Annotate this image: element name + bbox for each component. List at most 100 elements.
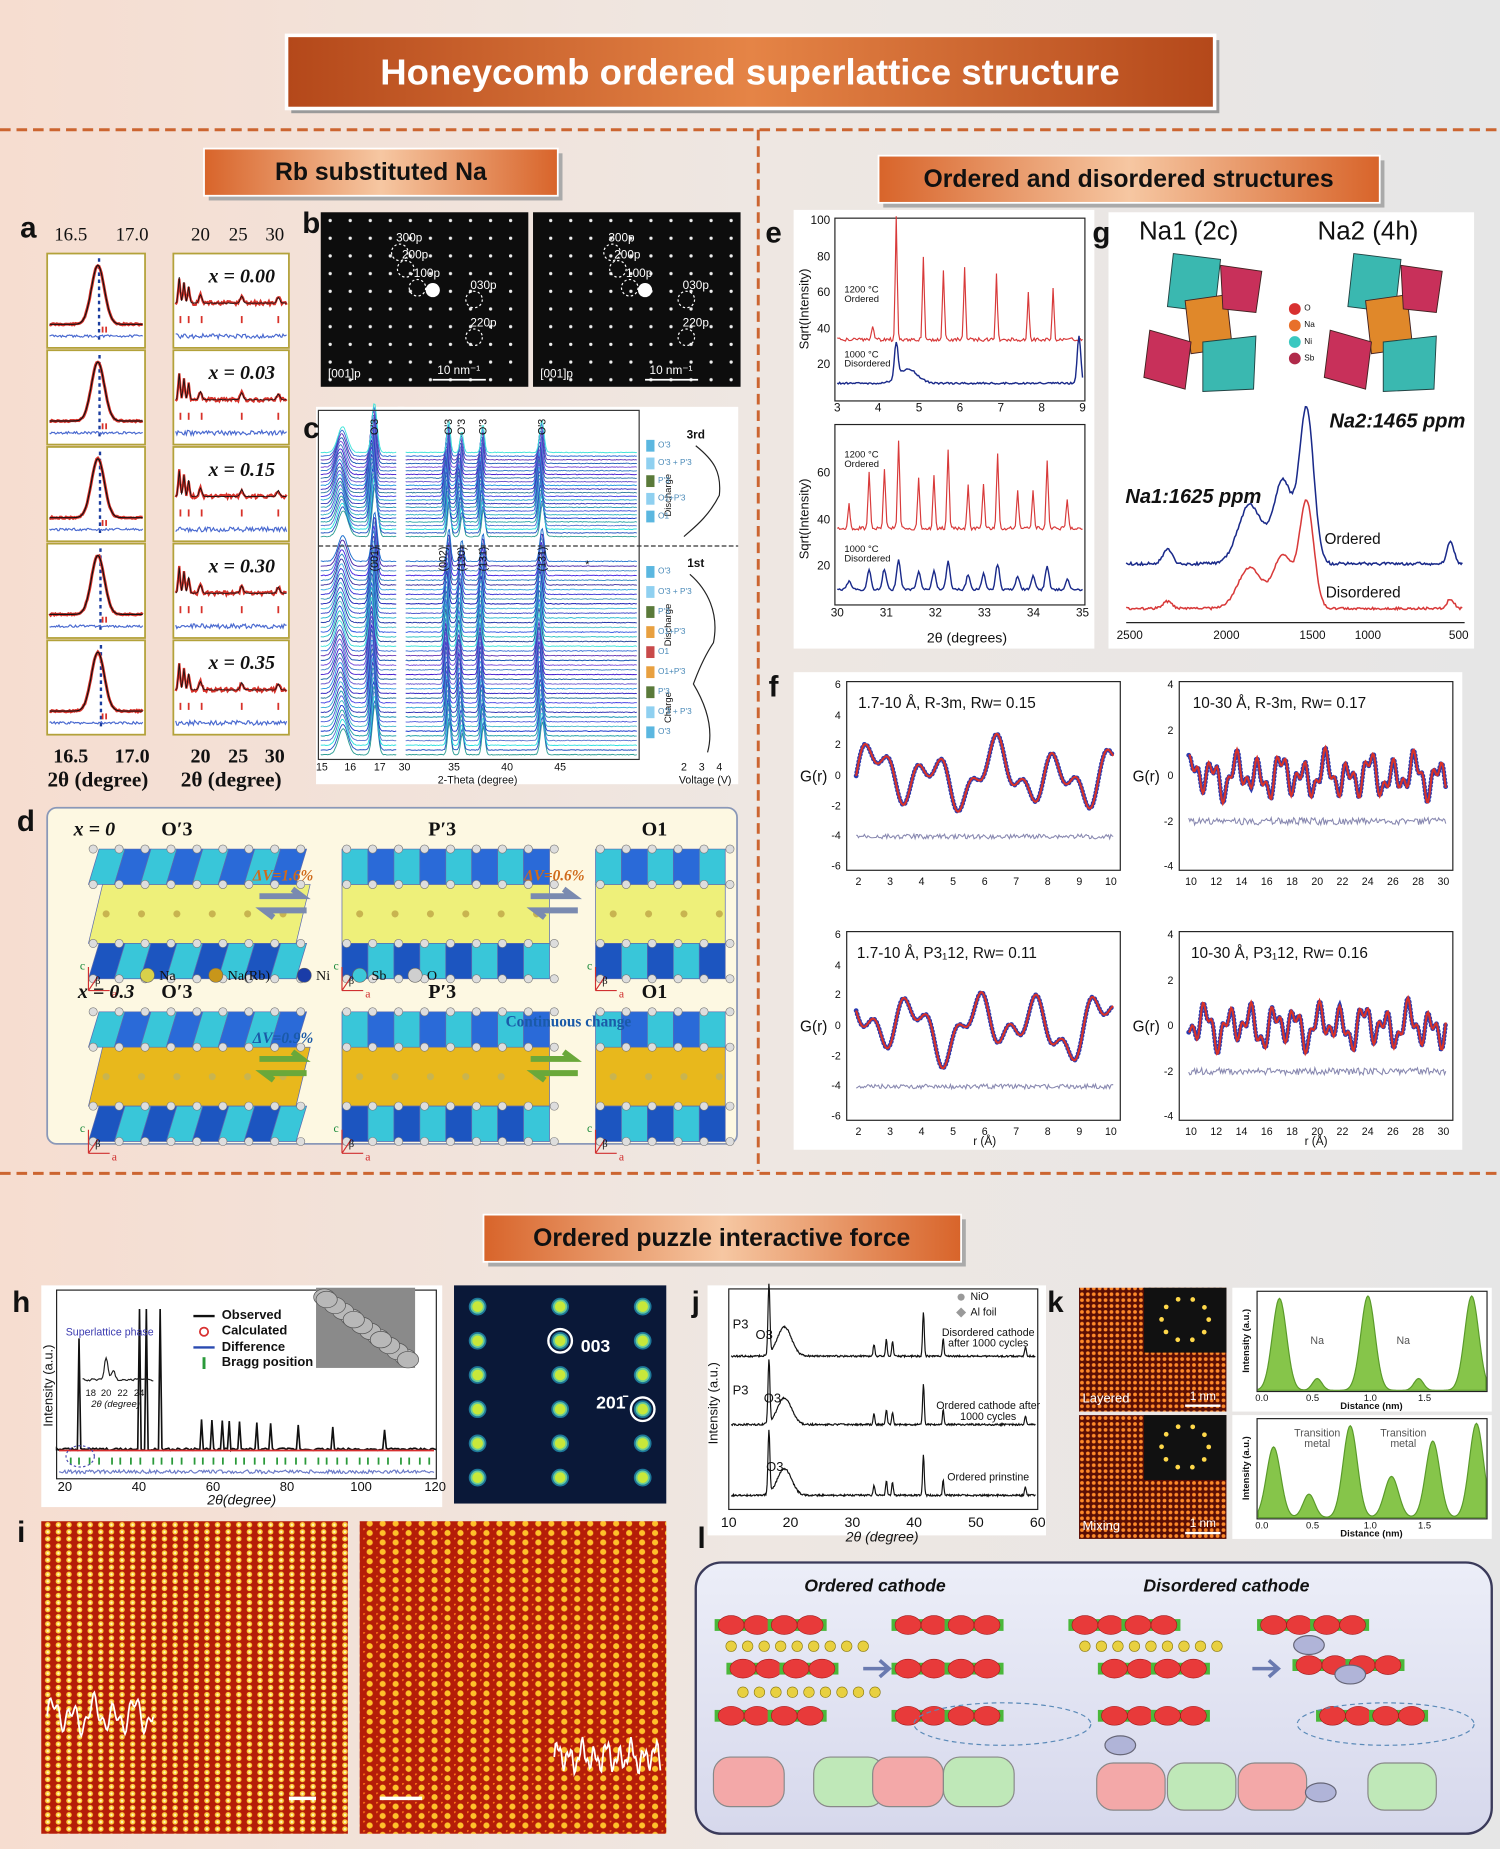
octahedron	[672, 848, 700, 885]
oxygen	[296, 1007, 306, 1017]
tick-label: 50	[968, 1514, 984, 1531]
tick-label: 2	[855, 875, 862, 888]
axis-letter: a	[365, 1150, 371, 1164]
tick-label: 10	[1185, 875, 1197, 888]
axis-frame	[1256, 1290, 1488, 1393]
axis-frame	[56, 1289, 437, 1480]
puzzle-piece	[770, 1615, 798, 1635]
oxygen	[647, 1137, 657, 1146]
tick-label: 1.5	[1417, 1392, 1432, 1404]
fft-spot	[1201, 1329, 1207, 1335]
ordered-pattern	[837, 216, 1083, 343]
oxygen	[166, 880, 176, 889]
phase-bar	[646, 706, 655, 719]
axes-glyph	[87, 1129, 110, 1154]
sample-label: Ordered cathode after 1000 cycles	[936, 1399, 1041, 1423]
disordered-pattern	[836, 335, 1084, 386]
tick-label: 16	[1260, 1125, 1273, 1138]
octahedron	[698, 1011, 726, 1048]
inset-trace	[82, 1355, 154, 1382]
tick-label: 100	[350, 1480, 372, 1495]
octahedron	[419, 1011, 447, 1048]
tick-label: 0.5	[1305, 1392, 1320, 1404]
legend-swatch	[1288, 352, 1301, 365]
haadf-image	[41, 1521, 348, 1834]
difference	[49, 624, 144, 629]
oxygen	[673, 880, 683, 889]
nmr-disordered	[1125, 499, 1463, 612]
xrd-pattern	[320, 535, 637, 586]
oxygen	[296, 1042, 306, 1052]
octahedron	[341, 1011, 369, 1048]
sample-label: 1200 °C Ordered	[844, 284, 879, 305]
na-layer	[87, 1046, 311, 1107]
highlight	[913, 1702, 1092, 1746]
phase-label: O1+P'3	[658, 627, 686, 637]
intensity-profile	[1257, 1295, 1487, 1391]
fft-spot	[1190, 1424, 1196, 1430]
tick-label: 28	[1412, 1125, 1425, 1138]
xrd-pattern	[320, 539, 637, 591]
phase-bar	[646, 666, 655, 679]
puzzle-piece	[1124, 1615, 1152, 1635]
particle	[369, 1331, 392, 1349]
oxygen	[420, 880, 429, 889]
difference	[175, 622, 287, 630]
axis-title: 2-Theta (degree)	[437, 774, 518, 786]
phase-bar	[646, 606, 655, 618]
puzzle-large	[1367, 1762, 1437, 1811]
xrd-pattern	[320, 695, 638, 747]
octahedron	[698, 943, 726, 980]
sodium	[680, 910, 688, 918]
tick-label: 16.5	[53, 744, 89, 768]
tick-label: 4	[1167, 678, 1174, 691]
oxygen	[471, 938, 481, 948]
axis-letter: c	[333, 1122, 339, 1136]
transition-arrow	[255, 1049, 311, 1083]
tick-label: 0.0	[1255, 1520, 1269, 1531]
tick-label: 500	[1448, 629, 1469, 643]
legend-swatch	[956, 1307, 967, 1318]
tick-label: 30	[1437, 1125, 1450, 1138]
puzzle-piece	[1101, 1658, 1128, 1679]
axis-letter: c	[79, 959, 86, 973]
xrd-pattern	[320, 460, 637, 512]
octahedron	[367, 1105, 395, 1142]
tick-label: 20	[190, 744, 211, 768]
gr-difference	[855, 1082, 1114, 1091]
oxygen	[621, 938, 631, 948]
puzzle-piece	[1313, 1615, 1340, 1635]
fft-spot	[1163, 1329, 1169, 1335]
spot	[468, 1297, 487, 1316]
oxygen	[140, 1042, 150, 1052]
puzzle-piece	[808, 1658, 836, 1679]
oxygen	[368, 1042, 378, 1052]
ion	[775, 1640, 787, 1652]
phase-label: O'3 + P'3	[658, 587, 692, 597]
xrd-pattern	[320, 525, 637, 577]
tick-label: 80	[279, 1480, 295, 1495]
tick-label: -2	[1163, 814, 1174, 827]
obs-curve	[175, 567, 287, 594]
sodium	[609, 1073, 617, 1081]
spot-label: 220p	[470, 317, 497, 331]
phase-bar	[646, 646, 655, 659]
schematic-title: Ordered cathode	[804, 1576, 946, 1597]
octahedron	[647, 848, 674, 885]
tick-label: 20	[782, 1514, 799, 1531]
spot-label: 220p	[682, 317, 709, 331]
phase-bar	[646, 626, 655, 638]
process-arrow	[863, 1659, 892, 1679]
oxygen	[296, 938, 306, 948]
axis-title: 2θ (degree)	[91, 1398, 140, 1410]
peak-label: Na	[1396, 1334, 1411, 1347]
octahedron	[419, 1105, 447, 1142]
oxygen	[497, 974, 507, 984]
schematic-title: Disordered cathode	[1143, 1576, 1310, 1597]
phase-label: O3	[766, 1460, 784, 1475]
voltage-curve	[683, 445, 721, 537]
axis-letter: c	[586, 959, 593, 973]
puzzle-piece	[1154, 1658, 1181, 1679]
spot	[468, 1468, 487, 1487]
